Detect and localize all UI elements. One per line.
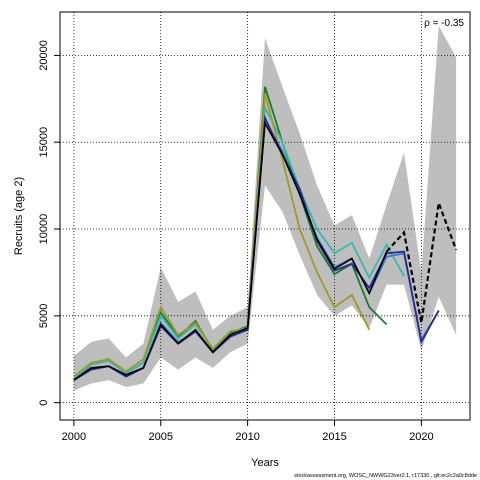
x-axis-title: Years (251, 457, 279, 469)
credit-text: stockassessment.org, WOSC_NWWG23ver2.1, … (294, 473, 477, 479)
axis-layer: 2000 2005 2010 2015 2020 0 5000 10000 15000 20000 (38, 40, 434, 443)
series-line-main-dashed (385, 202, 458, 323)
series-line-main-solid (73, 120, 388, 381)
series-line-2 (73, 93, 371, 378)
series-layer (73, 86, 458, 381)
x-tick-label-2020: 2020 (409, 431, 433, 443)
x-tick-label-2000: 2000 (62, 431, 86, 443)
y-tick-label-15000: 15000 (38, 127, 50, 158)
plot-frame (59, 11, 471, 421)
x-tick-label-2005: 2005 (149, 431, 173, 443)
rho-annotation: ρ = -0.35 (424, 18, 464, 29)
confidence-band (73, 25, 457, 391)
y-tick-label-20000: 20000 (38, 40, 50, 71)
confidence-band-layer (73, 25, 457, 391)
y-tick-label-0: 0 (38, 400, 50, 406)
y-axis-title: Recruits (age 2) (13, 177, 25, 255)
x-tick-label-2015: 2015 (322, 431, 346, 443)
y-tick-label-5000: 5000 (38, 304, 50, 328)
x-tick-label-2010: 2010 (235, 431, 259, 443)
y-tick-label-10000: 10000 (38, 214, 50, 245)
grid-layer (60, 12, 470, 420)
